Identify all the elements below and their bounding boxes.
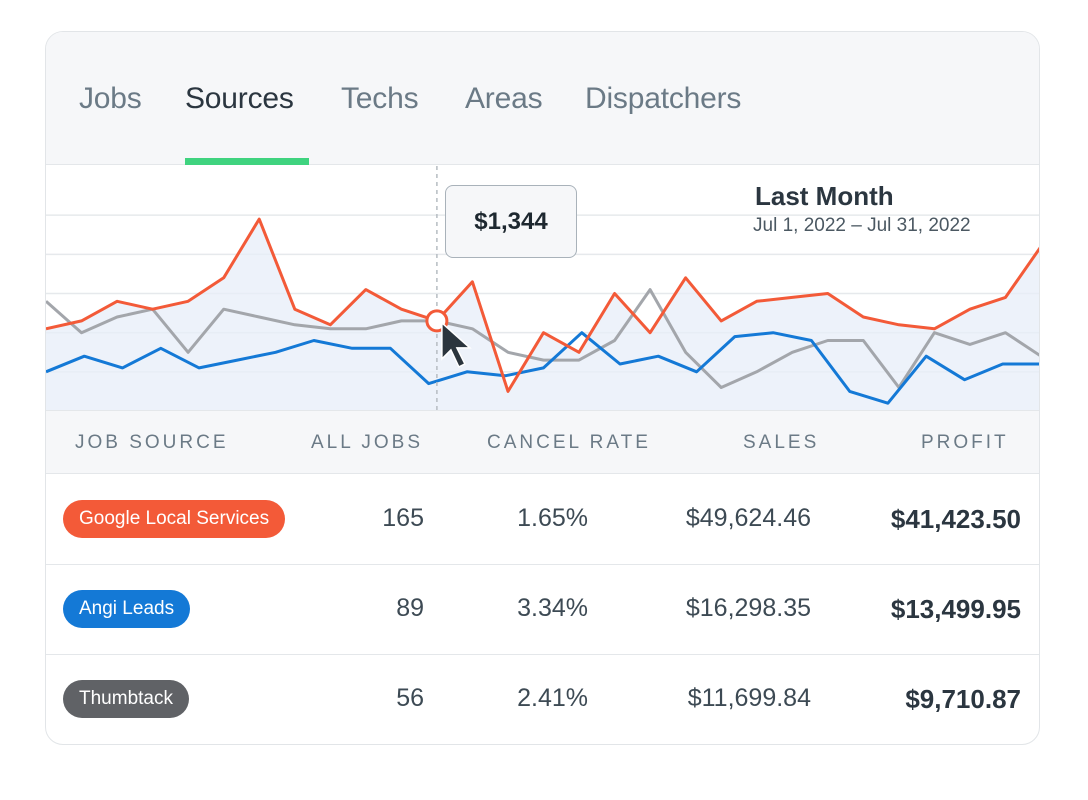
sales-value: $49,624.46 — [685, 504, 811, 532]
tab-areas[interactable]: Areas — [465, 82, 543, 115]
all-jobs-value: 165 — [382, 504, 424, 532]
tab-sources[interactable]: Sources — [185, 82, 294, 115]
sales-value: $16,298.35 — [685, 594, 811, 622]
chart-highlight — [425, 309, 472, 368]
active-tab-indicator — [185, 158, 309, 165]
chart-area-fill — [46, 219, 1039, 411]
chart-series-lines — [46, 217, 1040, 405]
period-title: Last Month — [755, 181, 894, 211]
value-tooltip: $1,344 — [445, 185, 577, 258]
cancel-rate-value: 3.34% — [517, 594, 588, 622]
sources-report-card: Jobs Sources Techs Areas Dispatchers $1,… — [45, 31, 1040, 745]
table-row[interactable]: Thumbtack 56 2.41% $11,699.84 $9,710.87 — [46, 655, 1039, 744]
series-line[interactable] — [46, 288, 1040, 389]
source-badge[interactable]: Angi Leads — [63, 590, 191, 628]
series-line[interactable] — [46, 217, 1040, 393]
table-row[interactable]: Google Local Services 165 1.65% $49,624.… — [46, 475, 1039, 565]
profit-value: $41,423.50 — [890, 504, 1021, 534]
profit-value: $9,710.87 — [905, 684, 1021, 714]
header-job-source[interactable]: JOB SOURCE — [75, 432, 229, 453]
source-badge[interactable]: Thumbtack — [63, 680, 189, 718]
tab-dispatchers[interactable]: Dispatchers — [585, 82, 742, 115]
cancel-rate-value: 1.65% — [517, 504, 588, 532]
header-all-jobs[interactable]: ALL JOBS — [311, 432, 424, 453]
tab-techs[interactable]: Techs — [341, 82, 419, 115]
header-cancel-rate[interactable]: CANCEL RATE — [487, 432, 651, 453]
source-badge[interactable]: Google Local Services — [63, 500, 286, 538]
mouse-cursor-icon — [441, 321, 472, 368]
chart-svg[interactable] — [46, 166, 1040, 411]
profit-value: $13,499.95 — [890, 594, 1021, 624]
period-date-range: Jul 1, 2022 – Jul 31, 2022 — [753, 215, 971, 236]
tooltip-value: $1,344 — [474, 207, 548, 235]
header-sales[interactable]: SALES — [743, 432, 820, 453]
cancel-rate-value: 2.41% — [517, 684, 588, 712]
table-header: JOB SOURCE ALL JOBS CANCEL RATE SALES PR… — [46, 410, 1039, 474]
tab-bar: Jobs Sources Techs Areas Dispatchers — [46, 32, 1039, 165]
header-profit[interactable]: PROFIT — [921, 432, 1009, 453]
tab-jobs[interactable]: Jobs — [79, 82, 142, 115]
sales-value: $11,699.84 — [687, 684, 811, 712]
all-jobs-value: 89 — [396, 594, 424, 622]
table-row[interactable]: Angi Leads 89 3.34% $16,298.35 $13,499.9… — [46, 565, 1039, 655]
series-line[interactable] — [46, 331, 1040, 405]
all-jobs-value: 56 — [396, 684, 424, 712]
